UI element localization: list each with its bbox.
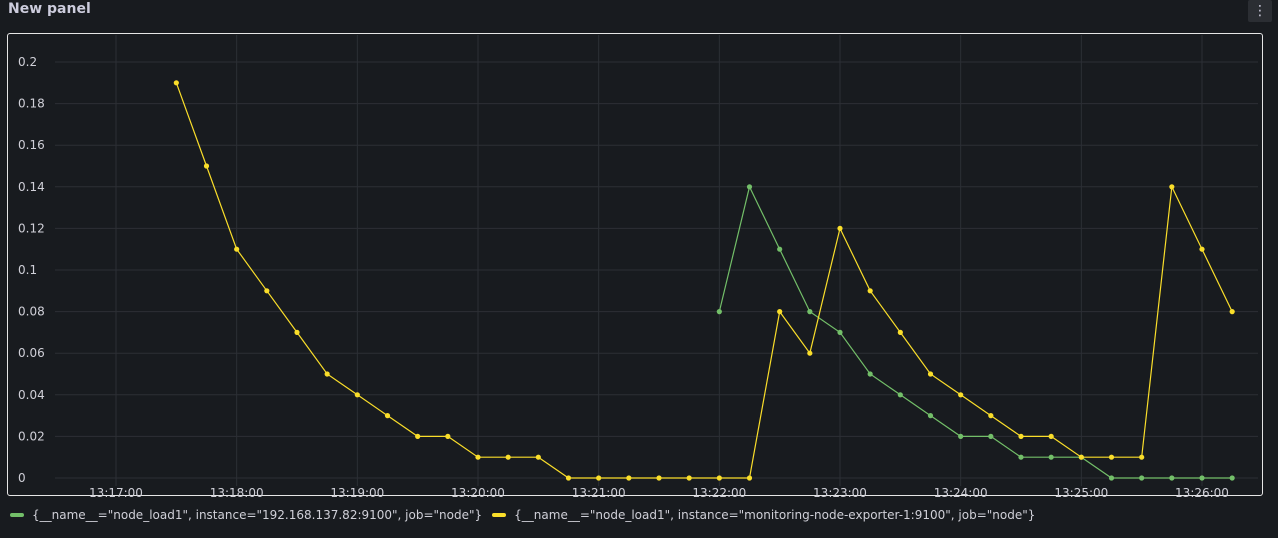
series-lines[interactable] — [173, 80, 1235, 481]
y-tick-label: 0.1 — [18, 263, 37, 277]
data-point[interactable] — [867, 371, 873, 377]
data-point[interactable] — [1229, 309, 1235, 315]
data-point[interactable] — [1199, 475, 1205, 481]
y-tick-label: 0.14 — [18, 180, 45, 194]
data-point[interactable] — [867, 288, 873, 294]
data-point[interactable] — [1139, 475, 1145, 481]
data-point[interactable] — [746, 475, 753, 481]
data-point[interactable] — [837, 329, 843, 335]
data-point[interactable] — [535, 454, 541, 460]
legend-label: {__name__="node_load1", instance="monito… — [514, 508, 1036, 522]
series-line-1[interactable] — [718, 185, 1233, 479]
data-point[interactable] — [1229, 475, 1235, 481]
data-point[interactable] — [746, 184, 753, 190]
panel-title: New panel — [8, 1, 91, 17]
data-point[interactable] — [1169, 475, 1175, 481]
data-point[interactable] — [716, 309, 722, 315]
x-tick-label: 13:22:00 — [692, 486, 746, 500]
data-point[interactable] — [927, 371, 934, 377]
kebab-menu-icon: ⋮ — [1253, 3, 1267, 19]
y-tick-label: 0.08 — [18, 305, 45, 319]
data-point[interactable] — [596, 475, 602, 481]
data-point[interactable] — [415, 433, 421, 439]
legend-item-series-2[interactable]: {__name__="node_load1", instance="monito… — [492, 508, 1035, 522]
data-point[interactable] — [294, 329, 300, 335]
data-point[interactable] — [1108, 454, 1115, 460]
x-tick-label: 13:19:00 — [330, 486, 384, 500]
data-point[interactable] — [1199, 246, 1205, 252]
y-tick-label: 0.12 — [18, 221, 45, 235]
data-point[interactable] — [173, 80, 179, 86]
data-point[interactable] — [958, 392, 964, 398]
data-point[interactable] — [1078, 454, 1084, 460]
data-point[interactable] — [384, 413, 391, 419]
data-point[interactable] — [1169, 184, 1175, 190]
data-point[interactable] — [958, 433, 964, 439]
time-series-chart[interactable]: 00.020.040.060.080.10.120.140.160.180.2 … — [0, 0, 1278, 500]
data-point[interactable] — [837, 225, 843, 231]
data-point[interactable] — [897, 392, 903, 398]
data-point[interactable] — [988, 433, 994, 439]
y-tick-label: 0.2 — [18, 55, 37, 69]
data-point[interactable] — [777, 309, 783, 315]
data-point[interactable] — [656, 475, 662, 481]
plot-area-frame — [7, 33, 1263, 496]
data-point[interactable] — [324, 371, 330, 377]
x-tick-label: 13:23:00 — [813, 486, 867, 500]
x-tick-label: 13:17:00 — [89, 486, 143, 500]
data-point[interactable] — [1048, 454, 1054, 460]
legend-swatch-green — [10, 513, 24, 517]
data-point[interactable] — [505, 454, 511, 460]
data-point[interactable] — [807, 350, 813, 356]
panel-menu-button[interactable]: ⋮ — [1248, 0, 1272, 22]
x-tick-label: 13:26:00 — [1175, 486, 1229, 500]
legend: {__name__="node_load1", instance="192.16… — [10, 508, 1045, 522]
legend-label: {__name__="node_load1", instance="192.16… — [32, 508, 483, 522]
y-tick-label: 0.02 — [18, 429, 45, 443]
series-line-2[interactable] — [175, 82, 1233, 479]
x-tick-label: 13:24:00 — [934, 486, 988, 500]
data-point[interactable] — [1048, 433, 1054, 439]
y-axis: 0 0.02 0.04 0.06 0.08 0.1 0.12 0.14 0.16 0.18 0.2 — [18, 55, 45, 485]
x-tick-label: 13:21:00 — [572, 486, 626, 500]
x-axis: 13:17:00 13:18:00 13:19:00 13:20:00 13:21:00… — [89, 486, 1229, 500]
data-point[interactable] — [927, 413, 934, 419]
x-tick-label: 13:20:00 — [451, 486, 505, 500]
data-point[interactable] — [354, 392, 360, 398]
data-point[interactable] — [807, 309, 813, 315]
data-point[interactable] — [475, 454, 481, 460]
x-tick-label: 13:25:00 — [1054, 486, 1108, 500]
data-point[interactable] — [203, 163, 210, 169]
x-tick-label: 13:18:00 — [210, 486, 264, 500]
data-point[interactable] — [626, 475, 632, 481]
data-point[interactable] — [988, 413, 994, 419]
y-tick-label: 0.06 — [18, 346, 45, 360]
data-point[interactable] — [1018, 433, 1024, 439]
data-point[interactable] — [1139, 454, 1145, 460]
data-point[interactable] — [716, 475, 722, 481]
grid — [55, 35, 1258, 486]
legend-swatch-yellow — [492, 513, 507, 517]
y-tick-label: 0.04 — [18, 388, 45, 402]
data-point[interactable] — [445, 433, 451, 439]
data-point[interactable] — [897, 329, 903, 335]
y-tick-label: 0.18 — [18, 97, 45, 111]
data-point[interactable] — [1018, 454, 1024, 460]
data-point[interactable] — [264, 288, 270, 294]
data-point[interactable] — [565, 475, 572, 481]
data-point[interactable] — [686, 475, 692, 481]
y-tick-label: 0.16 — [18, 138, 45, 152]
y-tick-label: 0 — [18, 471, 26, 485]
data-point[interactable] — [234, 246, 240, 252]
legend-item-series-1[interactable]: {__name__="node_load1", instance="192.16… — [10, 508, 482, 522]
data-point[interactable] — [1108, 475, 1115, 481]
data-point[interactable] — [777, 246, 783, 252]
